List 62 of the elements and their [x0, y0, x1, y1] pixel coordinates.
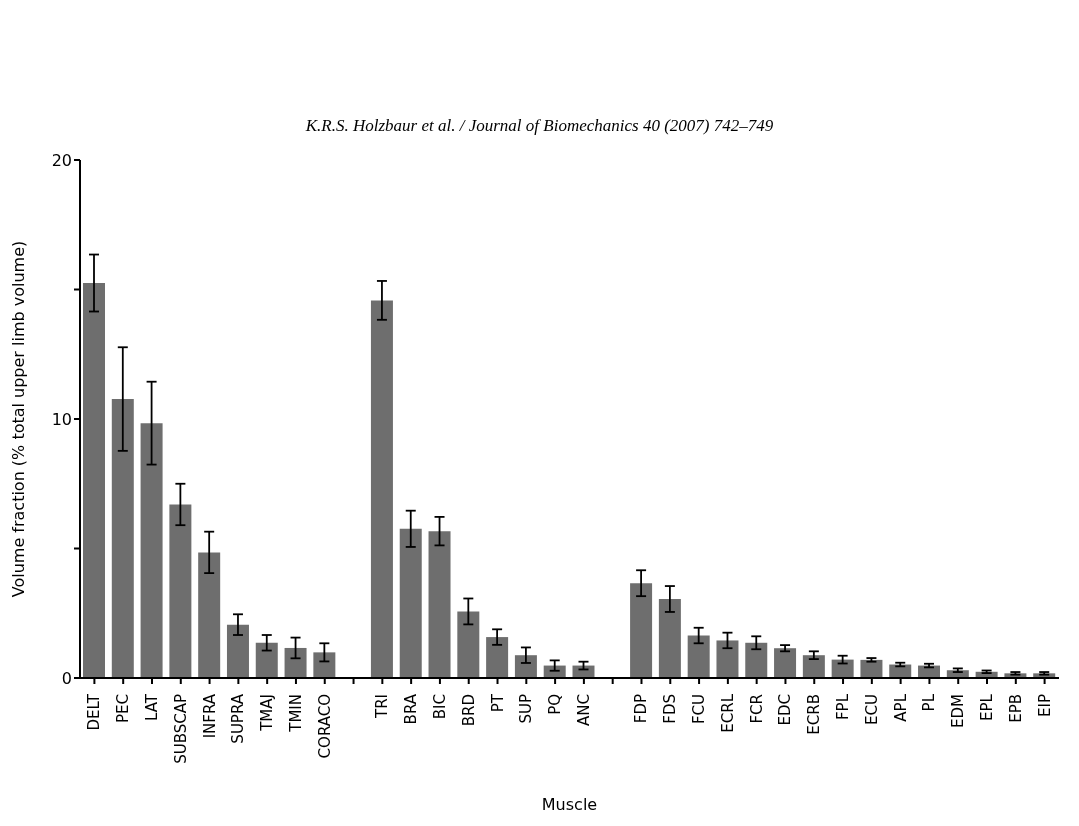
x-tick-label: BRA: [402, 693, 421, 725]
bar: [313, 652, 336, 678]
bar: [370, 300, 393, 678]
bar: [687, 635, 710, 678]
x-tick-label: SUPRA: [229, 693, 248, 744]
x-tick-label: CORACO: [315, 694, 334, 759]
x-tick-label: TMAJ: [258, 694, 277, 732]
bar: [514, 655, 537, 678]
bar: [428, 531, 451, 678]
x-axis-title: Muscle: [541, 795, 598, 814]
bar: [111, 399, 134, 678]
x-tick-label: FDS: [661, 694, 680, 724]
bar: [226, 624, 249, 678]
bar: [457, 611, 480, 678]
y-axis-title: Volume fraction (% total upper limb volume): [8, 240, 28, 598]
x-tick-label: EPL: [978, 693, 997, 721]
x-tick-label: INFRA: [200, 693, 219, 739]
x-tick-label: FCR: [747, 694, 766, 724]
x-tick-label: PEC: [114, 694, 133, 723]
x-tick-label: ANC: [574, 694, 593, 726]
bar: [284, 647, 307, 678]
x-tick-label: BRD: [459, 694, 478, 727]
x-tick-label: EDM: [949, 694, 968, 728]
bar: [860, 659, 883, 678]
bar: [658, 599, 681, 678]
x-tick-label: ECRB: [805, 694, 824, 735]
x-tick-label: DELT: [85, 693, 104, 731]
bar: [140, 423, 163, 678]
x-tick-label: LAT: [142, 693, 161, 721]
bar: [255, 642, 278, 678]
bar: [83, 283, 105, 678]
x-tick-label: EDC: [776, 694, 795, 726]
y-tick-label: 10: [51, 409, 72, 429]
bar: [399, 528, 422, 678]
bar: [831, 659, 854, 678]
bar: [198, 552, 221, 678]
x-tick-label: EIP: [1035, 694, 1054, 717]
bar: [745, 642, 768, 678]
x-tick-label: PT: [488, 693, 507, 713]
x-tick-label: FPL: [834, 693, 853, 721]
bar: [169, 504, 192, 678]
x-tick-label: EPB: [1006, 694, 1025, 723]
bar: [716, 640, 739, 678]
x-tick-label: BIC: [430, 694, 449, 720]
bar: [802, 655, 825, 678]
x-tick-label: APL: [891, 693, 910, 722]
x-tick-label: FDP: [632, 694, 651, 724]
bar: [486, 637, 509, 678]
x-tick-label: TRI: [373, 694, 392, 720]
x-tick-label: PQ: [546, 694, 565, 715]
x-tick-label: SUBSCAP: [171, 694, 190, 764]
x-tick-label: SUP: [517, 694, 536, 724]
bar: [774, 648, 797, 678]
x-tick-label: ECRL: [718, 693, 737, 733]
x-tick-label: PL: [920, 693, 939, 712]
bar: [630, 583, 653, 678]
text: K.R.S. Holzbaur et al. / Journal of Biomechanics 40 (2007) 742–749: [304, 116, 775, 136]
x-tick-label: TMIN: [286, 694, 305, 733]
x-tick-label: ECU: [862, 694, 881, 725]
y-tick-label: 0: [61, 668, 72, 688]
x-tick-label: FCU: [690, 694, 709, 725]
y-tick-label: 20: [51, 150, 72, 170]
